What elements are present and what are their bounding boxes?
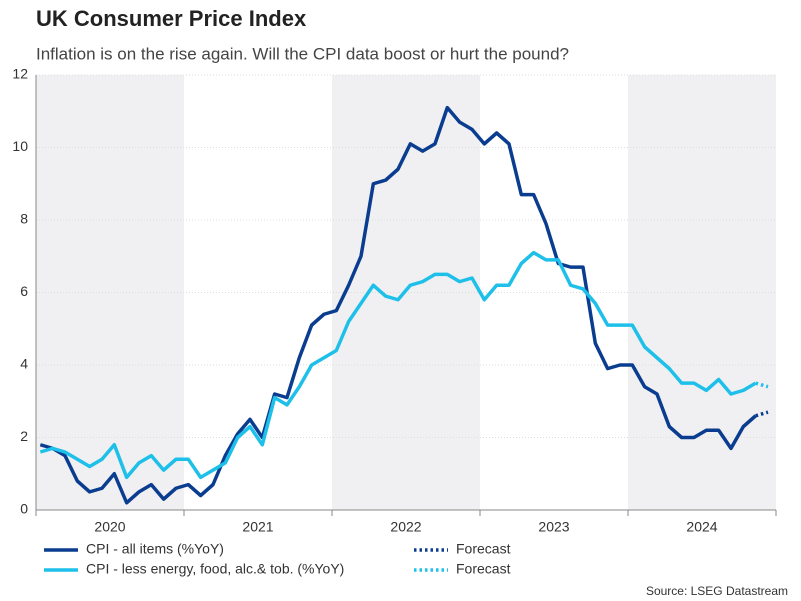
y-tick-label: 12	[12, 66, 28, 82]
chart-subtitle: Inflation is on the rise again. Will the…	[36, 44, 569, 63]
x-tick-label: 2024	[686, 519, 717, 535]
y-tick-label: 2	[20, 428, 28, 444]
series-line	[755, 381, 769, 389]
series-line	[39, 105, 757, 505]
x-tick-label: 2021	[242, 519, 273, 535]
y-tick-label: 6	[20, 283, 28, 299]
legend-label: CPI - less energy, food, alc.& tob. (%Yo…	[86, 561, 344, 577]
y-tick-label: 0	[20, 501, 28, 517]
chart-title: UK Consumer Price Index	[36, 6, 307, 31]
x-tick-label: 2023	[538, 519, 569, 535]
y-tick-label: 10	[12, 138, 28, 154]
source: Source: LSEG Datastream	[646, 584, 788, 598]
legend-label: Forecast	[456, 541, 511, 557]
legend-label: CPI - all items (%YoY)	[86, 541, 224, 557]
y-tick-label: 4	[20, 356, 28, 372]
series-line	[755, 410, 769, 418]
legend-label: Forecast	[456, 561, 511, 577]
x-tick-label: 2022	[390, 519, 421, 535]
series-line	[39, 250, 757, 480]
x-tick-label: 2020	[94, 519, 125, 535]
y-tick-label: 8	[20, 211, 28, 227]
year-band	[36, 75, 184, 510]
